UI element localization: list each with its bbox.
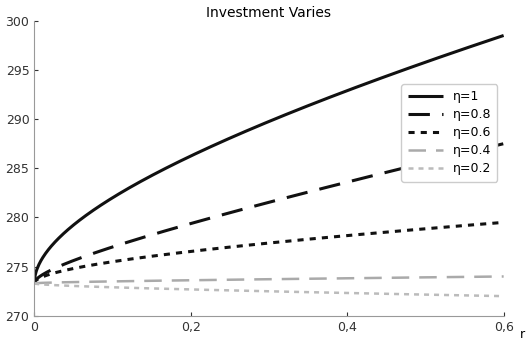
η=0.4 [257,277,263,282]
η=1 [31,281,37,285]
η=1 [254,124,260,128]
η=0.4 [285,277,291,281]
η=0.6 [310,237,317,241]
η=0.6 [416,227,422,231]
η=1 [416,62,422,67]
η=0.4 [310,277,317,281]
η=0.2 [257,289,263,293]
η=0.4 [31,281,37,285]
η=1 [257,123,263,127]
Line: η=0.4: η=0.4 [34,276,503,283]
Line: η=0.6: η=0.6 [34,223,503,283]
η=1 [489,37,495,41]
η=0.2 [254,289,260,293]
η=0.6 [489,221,495,225]
Title: Investment Varies: Investment Varies [207,6,331,20]
η=1 [285,111,291,116]
η=0.8 [31,281,37,285]
η=0.8 [254,203,260,207]
η=0.2 [285,290,291,294]
η=0.8 [416,162,422,166]
η=0.8 [310,189,317,193]
η=0.2 [310,290,317,294]
η=0.2 [500,294,507,298]
η=1 [310,101,317,106]
η=0.6 [254,242,260,246]
η=0.2 [489,294,495,298]
Line: η=0.8: η=0.8 [34,144,503,283]
η=0.4 [254,277,260,282]
Line: η=1: η=1 [34,36,503,283]
η=0.6 [31,281,37,285]
η=0.6 [257,242,263,246]
η=0.2 [416,293,422,297]
η=0.4 [416,275,422,279]
η=0.6 [285,239,291,243]
η=0.2 [31,281,37,285]
Line: η=0.2: η=0.2 [34,283,503,296]
Legend: η=1, η=0.8, η=0.6, η=0.4, η=0.2: η=1, η=0.8, η=0.6, η=0.4, η=0.2 [401,84,498,181]
η=0.8 [257,203,263,207]
η=1 [500,33,507,38]
η=0.6 [500,220,507,225]
η=0.4 [489,275,495,279]
η=0.8 [489,144,495,148]
X-axis label: r: r [520,328,525,341]
η=0.8 [285,195,291,199]
η=0.8 [500,141,507,146]
η=0.4 [500,274,507,278]
